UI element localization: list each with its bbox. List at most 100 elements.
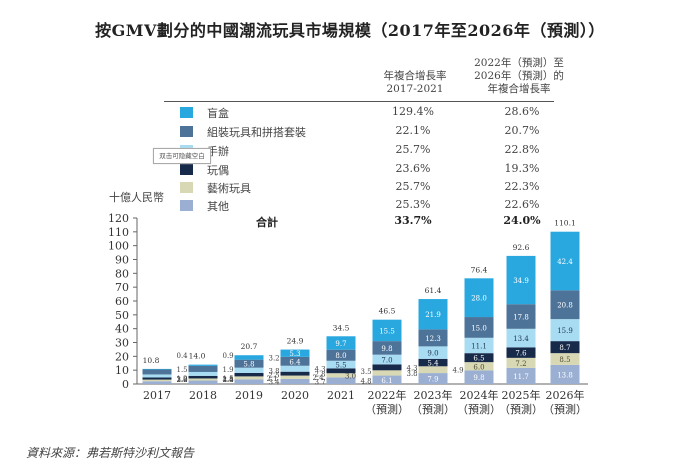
cagr-2022-2026-value: 22.6% [504,198,540,211]
bar-segment [506,328,536,348]
cagr-2017-2021-header: 年複合增長率 2017-2021 [360,70,470,96]
bar-segment [418,366,448,374]
bar-segment [280,365,310,372]
bar-segment-label: 5.8 [243,361,254,369]
legend-label: 其他 [207,200,229,213]
bar-segment [506,255,536,305]
bar-segment [506,357,536,368]
hide-whitespace-tooltip[interactable]: 双击可隐藏空白 [153,148,211,164]
bar-segment-label: 9.0 [427,350,438,358]
bar-segment-label: 9.8 [473,374,484,382]
total-label: 合計 [256,216,278,229]
bar-segment-label: 3.2 [269,354,280,362]
bar-segment-label: 5.5 [335,362,346,370]
bar-segment [234,367,264,373]
bar-segment-label: 8.5 [559,356,570,364]
bar-segment [418,358,448,367]
cagr-2017-2021-value: 129.4% [392,105,434,118]
source-note: 資料來源：弗若斯特沙利文報告 [26,446,195,460]
bar-segment-label: 12.3 [425,335,441,343]
legend-swatch [180,182,193,193]
bar-segment-label: 1.2 [177,375,188,383]
header-line: 2017-2021 [386,83,444,95]
bar-segment [418,299,448,330]
bar-segment-label: 8.0 [335,352,346,360]
bar-segment-label: 1.9 [223,366,234,374]
bar-segment [464,353,494,363]
bar-total-label: 20.7 [241,342,258,351]
bar-segment-label: 3.6 [177,376,189,384]
bar-segment [326,373,356,378]
bar-segment-label: 15.0 [471,324,487,332]
bar-segment-label: 2.4 [313,374,325,382]
header-line: 年複合增長率 [487,83,551,95]
bar-total-label: 46.5 [379,307,396,316]
y-tick-label: 50 [115,309,129,322]
bar-segment [372,370,402,376]
bar-segment-label: 6.1 [381,377,392,385]
bar-segment-label: 6.0 [473,363,484,371]
bar-segment [188,364,218,366]
bar-segment-label: 1.5 [177,366,188,374]
bar-segment-label: 28.0 [471,295,487,303]
bar-total-label: 92.6 [513,243,530,252]
bar-segment [142,369,172,375]
bar-segment [372,375,402,384]
bar-segment-label: 2.5 [269,372,280,380]
bar-segment [372,341,402,355]
bar-segment [280,371,310,376]
x-tick-label: （預測） [411,402,455,416]
bar-segment-label: 4.8 [361,378,372,386]
bar-segment [372,364,402,371]
legend-label: 組裝玩具和拼搭套裝 [207,126,306,139]
bar-segment [418,346,448,359]
bar-segment [464,362,494,371]
x-tick-label: 2020 [281,389,309,402]
cagr-2017-2021-value: 25.7% [395,180,431,193]
bar-segment [188,375,218,379]
legend-label: 手辦 [207,145,229,158]
bar-segment-label: 3.0 [345,372,356,380]
bar-segment-label: 4.3 [315,366,326,374]
bar-segment [550,353,580,365]
bar-segment [550,364,580,384]
total-cagr-2017-2021: 33.7% [394,214,432,227]
bar-segment [506,367,536,384]
bar-segment [188,380,218,384]
bar-segment [326,349,356,361]
bar-segment [326,377,356,384]
bar-segment [280,349,310,357]
cagr-2022-2026-value: 20.7% [504,124,540,137]
legend-swatch [180,107,193,118]
cagr-2017-2021-value: 22.1% [395,124,431,137]
bar-total-label: 76.4 [471,265,488,274]
bar-total-label: 61.4 [425,286,442,295]
y-tick-label: 30 [115,337,129,350]
header-line: 2026年（預測）的 [474,70,564,82]
bar-segment [142,381,172,384]
cagr-2017-2021-value: 25.3% [395,198,431,211]
total-cagr-2022-2026: 24.0% [503,214,541,227]
cagr-2022-2026-value: 19.3% [504,162,540,175]
bar-segment [464,337,494,354]
legend-swatch [180,164,193,175]
x-tick-label: （預測） [457,402,501,416]
legend-swatch [180,126,193,137]
cagr-2022-2026-value: 22.8% [504,143,540,156]
bar-segment [234,376,264,380]
bar-segment [280,378,310,384]
bar-segment [234,355,264,360]
bar-segment [464,278,494,318]
bar-segment [326,360,356,369]
legend-swatch [180,200,193,211]
bar-segment-label: 3.8 [407,370,418,378]
bar-segment-label: 4.4 [223,376,235,384]
bar-segment-label: 9.8 [381,345,392,353]
y-tick-label: 80 [115,267,129,280]
x-tick-label: 2021 [327,389,355,402]
table-header-rule [164,101,554,102]
bar-segment-label: 13.4 [513,335,529,343]
bar-segment-label: 2.8 [223,376,234,384]
bar-segment [188,378,218,381]
bar-segment [280,356,310,366]
